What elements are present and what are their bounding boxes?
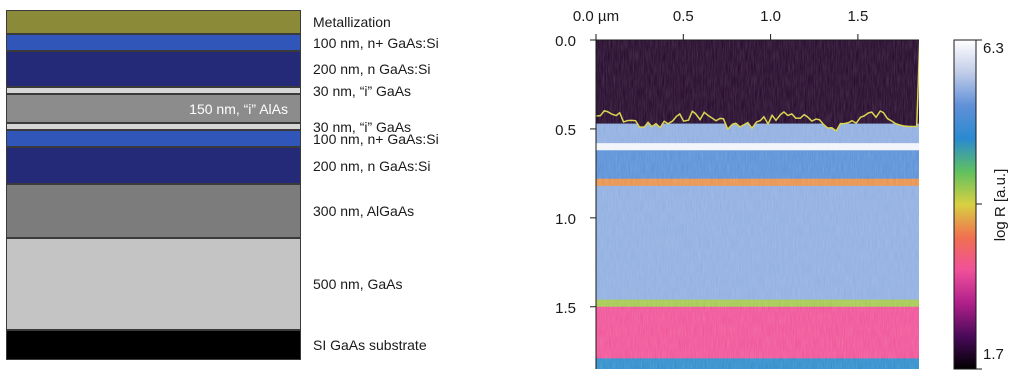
layer-7 [6, 130, 301, 147]
layer-label: 30 nm, “i” GaAs [313, 82, 412, 99]
layer-9 [6, 184, 301, 238]
x-axis: 0.0 µm 0.5 1.0 1.5 [573, 8, 919, 41]
layer-label: 500 nm, GaAs [313, 276, 403, 292]
y-axis: 0.0 0.5 1.0 1.5 [555, 33, 597, 369]
colorbar-title: log R [a.u.] [992, 169, 1009, 242]
layer-4 [6, 87, 301, 94]
layer-inner-label: 150 nm, “i” AlAs [189, 100, 288, 117]
x-tick-label: 0.5 [673, 8, 694, 25]
layer-stack-diagram: 150 nm, “i” AlAs [6, 10, 303, 360]
reflectivity-map-svg: 0.0 µm 0.5 1.0 1.5 0.0 0.5 1.0 1.5 6.3 1.7 log… [555, 8, 1009, 370]
colorbar-min-label: 1.7 [983, 346, 1004, 363]
layer-label: Metallization [313, 14, 391, 30]
reflectivity-map-panel: 0.0 µm 0.5 1.0 1.5 0.0 0.5 1.0 1.5 6.3 1.7 log… [540, 0, 1025, 371]
layer-5: 150 nm, “i” AlAs [6, 94, 301, 123]
layer-1 [6, 10, 301, 34]
x-tick-label: 0.0 µm [573, 8, 619, 25]
heatmap-texture [596, 40, 919, 369]
layer-8 [6, 147, 301, 184]
layer-label: 200 nm, n GaAs:Si [313, 157, 431, 174]
colorbar: 6.3 1.7 log R [a.u.] [953, 39, 1009, 370]
layer-3 [6, 51, 301, 87]
layer-11 [6, 330, 301, 360]
x-tick-label: 1.5 [847, 8, 868, 25]
layer-label: 100 nm, n+ GaAs:Si [313, 130, 439, 147]
layer-label: SI GaAs substrate [313, 337, 427, 353]
y-tick-label: 1.0 [555, 211, 576, 228]
layer-10 [6, 238, 301, 330]
colorbar-gradient [953, 39, 977, 370]
layer-label: 200 nm, n GaAs:Si [313, 61, 431, 77]
x-tick-label: 1.0 [760, 8, 781, 25]
y-tick-label: 0.0 [555, 33, 576, 50]
layer-2 [6, 34, 301, 51]
layer-6 [6, 123, 301, 130]
colorbar-max-label: 6.3 [983, 40, 1004, 57]
y-tick-label: 1.5 [555, 300, 576, 317]
layer-label: 100 nm, n+ GaAs:Si [313, 34, 439, 51]
layer-label: 300 nm, AlGaAs [313, 203, 415, 219]
y-tick-label: 0.5 [555, 122, 576, 139]
layer-label: 30 nm, “i” GaAs [313, 118, 412, 135]
